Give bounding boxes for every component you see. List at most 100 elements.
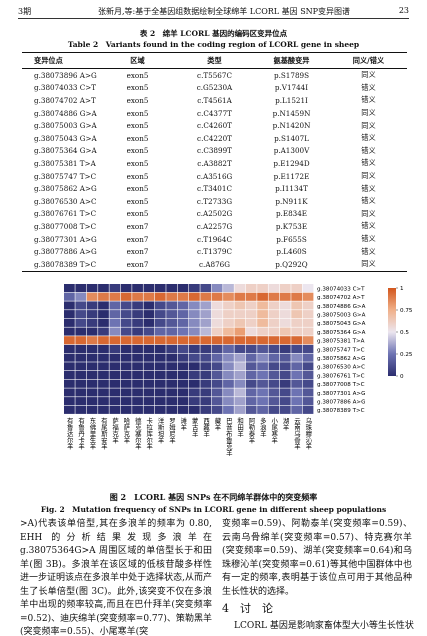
heatmap-cell <box>257 353 268 362</box>
heatmap-cell <box>279 353 291 362</box>
heatmap-cell <box>200 344 212 353</box>
heatmap-cell <box>143 292 155 301</box>
heatmap-cell <box>211 388 223 397</box>
colorbar-tick-label: 0.5 <box>400 330 409 336</box>
heatmap-cell <box>257 344 268 353</box>
heatmap-cell <box>200 405 212 414</box>
table-cell: g.38075364 G>A <box>34 146 97 156</box>
colorbar-tick-label: 0 <box>400 374 404 380</box>
heatmap-cell <box>234 284 246 293</box>
heatmap-cell <box>211 344 223 353</box>
heatmap-cell <box>64 362 75 371</box>
heatmap-cell <box>75 379 87 388</box>
heatmap-cell <box>302 336 314 345</box>
heatmap-cell <box>245 405 257 414</box>
heatmap-cell <box>86 318 98 327</box>
heatmap-cell <box>234 397 246 406</box>
heatmap-cell <box>257 327 268 336</box>
body-right: 变频率=0.59)、阿勒泰羊(突变频率=0.59)、云南乌骨绵羊(突变频率=0.… <box>222 519 412 597</box>
heatmap-cell <box>64 405 75 414</box>
table-cell: 错义 <box>361 145 376 155</box>
heatmap-cell <box>302 405 314 414</box>
table-cell: exon7 <box>126 234 149 244</box>
heatmap-cell <box>302 362 314 371</box>
heatmap-cell <box>279 397 291 406</box>
heatmap-cell <box>98 405 109 414</box>
heatmap-cell <box>268 310 280 319</box>
section-heading: 4 讨 论 <box>222 602 273 615</box>
table-cell: g.38075043 G>A <box>34 133 97 143</box>
heatmap-cell <box>75 310 87 319</box>
heatmap-cell <box>109 284 121 293</box>
heatmap-cell <box>234 310 246 319</box>
heatmap-cell <box>189 344 200 353</box>
table-cell: p.V1744I <box>274 83 309 93</box>
heatmap-cell <box>245 344 257 353</box>
heatmap-cell <box>75 327 87 336</box>
column-label: 蒙古羊 <box>191 416 199 438</box>
row-label: g.38075862 A>G <box>317 356 365 362</box>
heatmap-cell <box>291 362 303 371</box>
heatmap-cell <box>245 388 257 397</box>
heatmap-cell <box>268 292 280 301</box>
heatmap-cell <box>64 353 75 362</box>
heatmap-cell <box>189 353 200 362</box>
heatmap-cell <box>234 379 246 388</box>
heatmap-cell <box>245 353 257 362</box>
heatmap-cell <box>302 353 314 362</box>
heatmap-cell <box>98 310 109 319</box>
table-cell: c.C4260T <box>197 121 232 131</box>
heatmap-cell <box>98 327 109 336</box>
heatmap-cell <box>166 371 178 380</box>
table-cell: p.S1789S <box>273 70 310 80</box>
table-cell: p.F655S <box>276 234 307 244</box>
heatmap-cell <box>245 318 257 327</box>
heatmap-cell <box>268 284 280 293</box>
heatmap-cell <box>143 327 155 336</box>
table-cell: 同义 <box>361 120 376 130</box>
heatmap-cell <box>166 405 178 414</box>
table-cell: exon5 <box>126 196 149 206</box>
heatmap-cell <box>154 362 166 371</box>
heatmap-cell <box>257 301 268 310</box>
heatmap-cell <box>245 371 257 380</box>
heatmap-cell <box>120 292 132 301</box>
column-label: 有鲁丹卡羊 <box>77 416 85 451</box>
heatmap-cell <box>200 284 212 293</box>
heatmap-cell <box>223 292 234 301</box>
table-cell: exon5 <box>126 95 149 105</box>
heatmap-cell <box>257 284 268 293</box>
heatmap-cell <box>200 353 212 362</box>
heatmap-cell <box>279 301 291 310</box>
column-header: 区域 <box>99 52 176 69</box>
colorbar-tick-label: 1 <box>400 286 404 292</box>
heatmap-cell <box>132 318 143 327</box>
table-cell: g.38076530 A>C <box>34 196 97 206</box>
table-cell: exon5 <box>126 133 149 143</box>
table-cell: c.C4220T <box>197 133 232 143</box>
heatmap-cell <box>86 405 98 414</box>
heatmap-cell <box>223 353 234 362</box>
heatmap-cell <box>154 292 166 301</box>
heatmap-cell <box>257 292 268 301</box>
heatmap-cell <box>132 388 143 397</box>
heatmap-cell <box>64 292 75 301</box>
heatmap-cell <box>302 397 314 406</box>
heatmap-cell <box>143 388 155 397</box>
heatmap-cell <box>200 327 212 336</box>
table-cell: c.A2502G <box>196 209 233 219</box>
heatmap-cell <box>166 318 178 327</box>
heatmap-cell <box>223 336 234 345</box>
column-label: 萨福克羊 <box>111 416 119 444</box>
heatmap-cell <box>166 301 178 310</box>
heatmap-cell <box>98 344 109 353</box>
heatmap-cell <box>257 371 268 380</box>
table-row: g.38076530 A>C exon5 c.T2733G p.N911K 错义 <box>22 195 407 208</box>
heatmap-cell <box>98 301 109 310</box>
heatmap-cell <box>223 405 234 414</box>
heatmap-cell <box>143 371 155 380</box>
column-label: 巴音布鲁克羊 <box>225 417 233 457</box>
heatmap-cell <box>234 292 246 301</box>
heatmap-cell <box>302 379 314 388</box>
table-cell: p.A1300V <box>273 146 310 156</box>
